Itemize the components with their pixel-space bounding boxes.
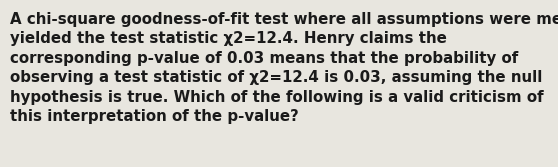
- Text: A chi-square goodness-of-fit test where all assumptions were met
yielded the tes: A chi-square goodness-of-fit test where …: [10, 12, 558, 124]
